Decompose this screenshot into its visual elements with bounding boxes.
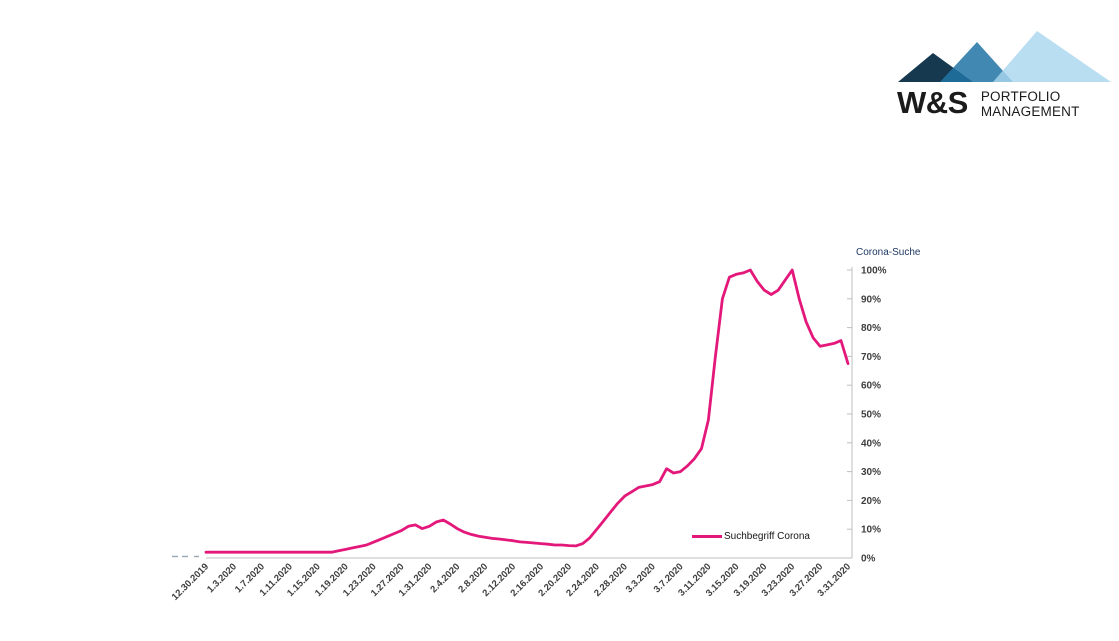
y-tick-label: 40% <box>861 438 881 449</box>
logo-mountains-icon <box>898 31 1111 82</box>
y-tick-label: 80% <box>861 323 881 334</box>
logo-mountain-mid <box>940 42 1013 82</box>
y-tick-label: 90% <box>861 294 881 305</box>
x-tick-label: 2.4.2020 <box>428 561 462 595</box>
y-tick-label: 50% <box>861 410 881 421</box>
y-axis-title: Corona-Suche <box>856 247 921 258</box>
x-tick-label: 12.30.2019 <box>170 561 211 602</box>
logo-text: W&S PORTFOLIO MANAGEMENT <box>897 87 1113 119</box>
logo-subtitle-line1: PORTFOLIO <box>980 89 1061 104</box>
legend-label: Suchbegriff Corona <box>724 531 810 542</box>
logo-mountain-light <box>993 31 1111 82</box>
y-tick-label: 100% <box>861 266 887 277</box>
legend-line-swatch <box>692 535 722 538</box>
y-tick-label: 70% <box>861 352 881 363</box>
logo-wordmark: W&S <box>897 85 968 120</box>
y-tick-label: 60% <box>861 381 881 392</box>
logo-subtitle-line2: MANAGEMENT <box>980 103 1080 119</box>
company-logo: W&S PORTFOLIO MANAGEMENT <box>897 27 1113 119</box>
series-line-suchbegriff-corona <box>204 268 850 554</box>
x-tick-label: 3.3.2020 <box>624 561 658 595</box>
y-tick-label: 20% <box>861 496 881 507</box>
y-tick-label: 10% <box>861 525 881 536</box>
logo-subtitle: PORTFOLIO MANAGEMENT <box>981 87 1080 119</box>
x-tick-label: 1.3.2020 <box>205 561 239 595</box>
legend: Suchbegriff Corona <box>692 530 810 543</box>
y-tick-label: 0% <box>861 554 876 565</box>
y-tick-label: 30% <box>861 467 881 478</box>
